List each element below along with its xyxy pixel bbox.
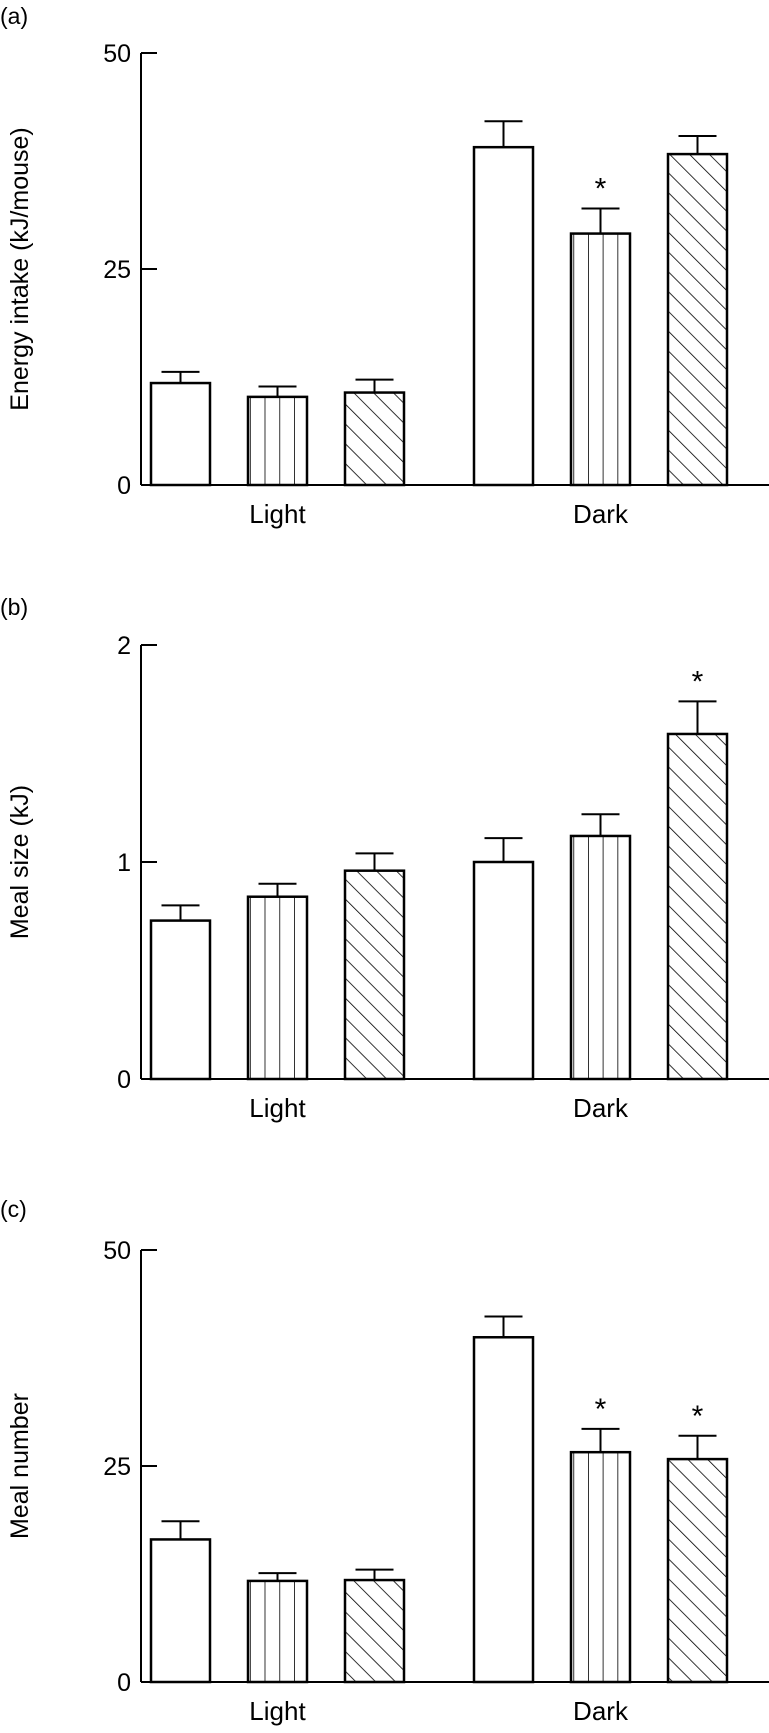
bar-open xyxy=(472,1336,535,1684)
y-tick-label: 50 xyxy=(103,40,131,68)
x-category-label: Dark xyxy=(573,499,629,529)
bar-diagonal-hatch xyxy=(666,732,729,1081)
y-tick-label: 0 xyxy=(117,1066,131,1094)
bar-vertical-lines xyxy=(246,895,309,1081)
y-tick-label: 0 xyxy=(117,472,131,500)
panel-b: (b) Meal size (kJ) 0 1 2 Light Dark * xyxy=(0,594,769,1123)
bar-vertical-lines xyxy=(246,1579,309,1684)
panel-label: (c) xyxy=(0,1196,27,1222)
significance-marker: * xyxy=(595,1393,607,1426)
bar-open xyxy=(472,145,535,487)
y-tick-label: 0 xyxy=(117,1669,131,1697)
y-tick-label: 2 xyxy=(117,632,131,660)
x-category-label: Light xyxy=(249,499,306,529)
y-tick-label: 50 xyxy=(103,1237,131,1265)
y-axis-label: Meal number xyxy=(6,1393,34,1539)
bar-open xyxy=(149,919,212,1081)
bar-diagonal-hatch xyxy=(343,869,406,1081)
y-axis-label: Energy intake (kJ/mouse) xyxy=(6,127,34,410)
panel-label: (a) xyxy=(0,3,28,29)
y-tick-label: 1 xyxy=(117,849,131,877)
bar-diagonal-hatch xyxy=(666,152,729,487)
bar-vertical-lines xyxy=(569,1450,632,1684)
bar-diagonal-hatch xyxy=(343,391,406,487)
panel-a: (a) Energy intake (kJ/mouse) 0 25 50 Light Dar… xyxy=(0,3,769,529)
x-category-label: Dark xyxy=(573,1093,629,1123)
y-tick-label: 25 xyxy=(103,256,131,284)
bar-diagonal-hatch xyxy=(343,1578,406,1684)
bar-vertical-lines xyxy=(569,834,632,1081)
x-category-label: Dark xyxy=(573,1696,629,1726)
bar-open xyxy=(149,1538,212,1684)
bar-vertical-lines xyxy=(569,232,632,487)
significance-marker: * xyxy=(692,665,704,698)
y-axis-label: Meal size (kJ) xyxy=(6,785,34,939)
significance-marker: * xyxy=(595,173,607,206)
panel-label: (b) xyxy=(0,594,28,620)
bar-open xyxy=(149,381,212,487)
significance-marker: * xyxy=(692,1400,704,1433)
y-tick-label: 25 xyxy=(103,1453,131,1481)
bar-open xyxy=(472,860,535,1081)
x-category-label: Light xyxy=(249,1696,306,1726)
bar-vertical-lines xyxy=(246,395,309,487)
panel-c: (c) Meal number 0 25 50 Light Dark * * xyxy=(0,1196,769,1726)
bar-diagonal-hatch xyxy=(666,1457,729,1684)
x-category-label: Light xyxy=(249,1093,306,1123)
